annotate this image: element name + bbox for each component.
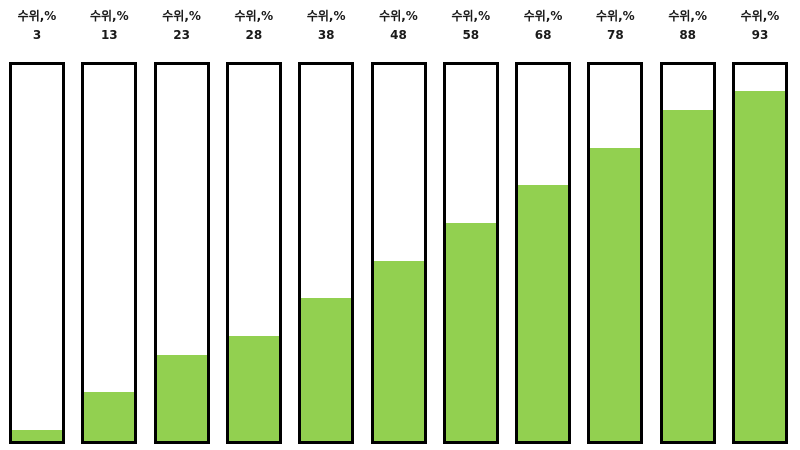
gauge-title: 수위,%: [306, 9, 346, 23]
level-gauge: 수위,% 58: [442, 0, 499, 450]
gauge-fill: [12, 429, 62, 441]
gauge-fill: [373, 260, 424, 441]
gauge-fill: [662, 110, 713, 441]
gauge-value: 13: [100, 28, 118, 42]
gauge-fill: [228, 335, 279, 441]
gauge-value: 88: [679, 28, 697, 42]
gauge-value: 93: [751, 28, 769, 42]
gauge-value: 23: [173, 28, 190, 42]
level-gauge: 수위,% 3: [9, 0, 65, 450]
gauge-value: 3: [32, 28, 42, 42]
level-gauge: 수위,% 23: [153, 0, 210, 450]
gauge-value: 58: [462, 28, 480, 42]
gauge-tank: [225, 62, 282, 444]
gauge-value: 78: [607, 28, 624, 42]
gauge-tank: [515, 62, 572, 444]
gauge-fill: [84, 392, 135, 441]
gauge-fill: [518, 185, 569, 441]
gauge-tank: [659, 62, 716, 444]
gauge-tank: [587, 62, 644, 444]
gauge-title: 수위,%: [162, 9, 201, 23]
gauge-title: 수위,%: [523, 9, 563, 23]
gauge-fill: [156, 354, 207, 441]
gauge-tank: [442, 62, 499, 444]
level-gauge: 수위,% 28: [225, 0, 282, 450]
gauge-title: 수위,%: [596, 9, 635, 23]
level-gauge: 수위,% 48: [370, 0, 427, 450]
gauge-tank: [9, 62, 65, 444]
level-gauge: 수위,% 68: [515, 0, 572, 450]
level-gauge: 수위,% 13: [81, 0, 138, 450]
level-gauge: 수위,% 93: [732, 0, 788, 450]
gauge-fill: [590, 147, 641, 441]
gauge-value: 28: [245, 28, 263, 42]
gauge-title: 수위,%: [234, 9, 274, 23]
gauge-title: 수위,%: [89, 9, 129, 23]
gauge-tank: [81, 62, 138, 444]
gauge-fill: [301, 298, 352, 441]
gauge-value: 48: [390, 28, 407, 42]
gauge-title: 수위,%: [451, 9, 491, 23]
level-gauge: 수위,% 88: [659, 0, 716, 450]
gauge-tank: [370, 62, 427, 444]
level-gauge: 수위,% 38: [298, 0, 355, 450]
gauge-tank: [298, 62, 355, 444]
level-gauge: 수위,% 78: [587, 0, 644, 450]
gauge-title: 수위,%: [740, 9, 780, 23]
gauge-value: 68: [534, 28, 552, 42]
gauge-tank: [153, 62, 210, 444]
gauge-tank: [732, 62, 788, 444]
gauge-value: 38: [317, 28, 335, 42]
gauge-title: 수위,%: [668, 9, 708, 23]
gauge-fill: [735, 91, 785, 441]
gauge-title: 수위,%: [379, 9, 418, 23]
gauge-fill: [445, 222, 496, 441]
gauge-title: 수위,%: [17, 9, 57, 23]
